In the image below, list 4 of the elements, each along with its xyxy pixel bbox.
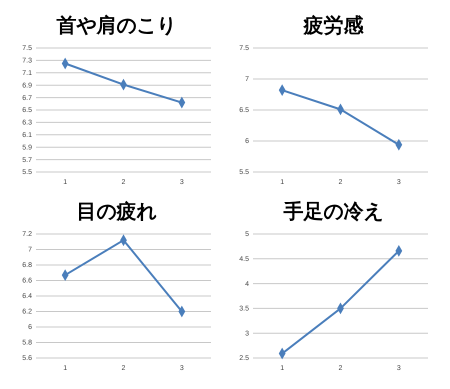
chart-title: 目の疲れ — [76, 199, 156, 223]
chart-title: 疲労感 — [302, 13, 364, 37]
chart-title: 手足の冷え — [282, 199, 384, 223]
chart-title: 首や肩のこり — [56, 13, 176, 37]
